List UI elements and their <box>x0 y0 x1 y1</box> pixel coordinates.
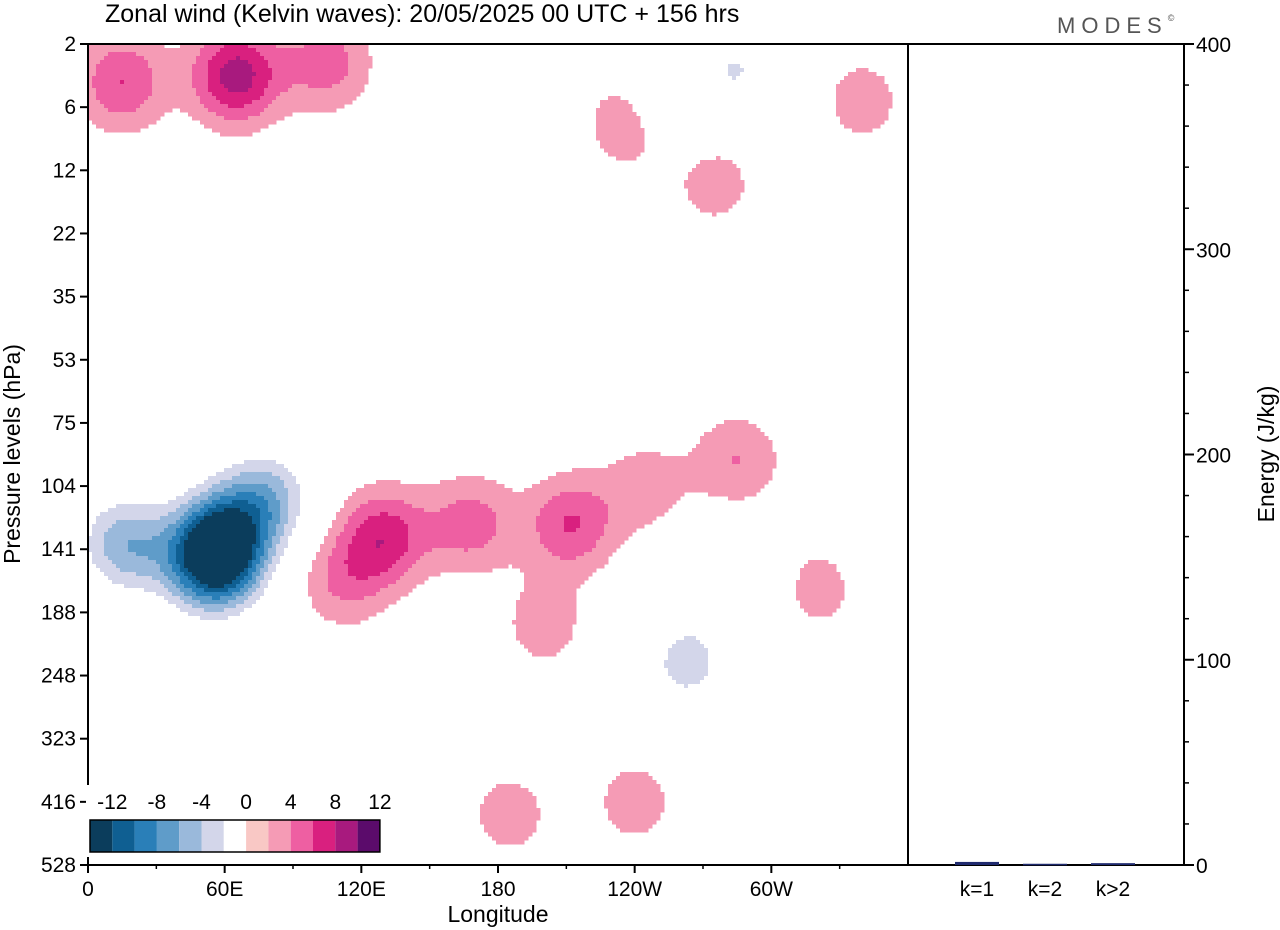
colorbar-label: 4 <box>285 791 297 814</box>
x-tick-label: 120W <box>607 878 662 901</box>
energy-bar-chart: k=1 k=2 k>2 <box>955 861 1135 901</box>
colorbar-swatch <box>313 820 336 852</box>
energy-category-label: k=1 <box>960 878 994 901</box>
y-tick-label: 104 <box>41 475 76 498</box>
colorbar-swatch <box>290 820 313 852</box>
heatmap-plot <box>88 44 908 845</box>
colorbar-swatch <box>201 820 224 852</box>
energy-axis: 0 100 200 300 400 <box>1184 34 1231 878</box>
y-tick-label: 2 <box>64 33 76 56</box>
colorbar-swatch <box>268 820 291 852</box>
energy-bar <box>1091 863 1135 865</box>
energy-axis-label: Energy (J/kg) <box>1253 386 1279 523</box>
x-tick-label: 0 <box>82 878 94 901</box>
pressure-axis: 2 6 12 22 35 53 75 104 141 188 248 323 416 528 <box>41 33 88 877</box>
colorbar-swatch <box>112 820 135 852</box>
energy-tick-label: 0 <box>1196 855 1208 878</box>
x-tick-label: 120E <box>337 878 386 901</box>
colorbar-legend: -12 -8 -4 0 4 8 12 <box>86 785 392 857</box>
colorbar-label: -8 <box>148 791 167 814</box>
y-tick-label: 35 <box>53 286 76 309</box>
energy-panel-frame <box>907 43 1185 866</box>
x-tick-label: 180 <box>480 878 515 901</box>
y-tick-label: 75 <box>53 412 76 435</box>
brand-logo: MODES© <box>1057 13 1175 38</box>
colorbar-swatch <box>357 820 380 852</box>
chart-title: Zonal wind (Kelvin waves): 20/05/2025 00… <box>105 0 739 28</box>
energy-tick-label: 100 <box>1196 650 1231 673</box>
colorbar-swatch <box>335 820 358 852</box>
y-tick-label: 12 <box>53 159 76 182</box>
y-tick-label: 6 <box>64 96 76 119</box>
y-tick-label: 22 <box>53 222 76 245</box>
y-tick-label: 323 <box>41 728 76 751</box>
y-tick-label: 528 <box>41 854 76 877</box>
energy-category-label: k>2 <box>1096 878 1130 901</box>
colorbar-swatch <box>179 820 202 852</box>
energy-tick-label: 200 <box>1196 445 1231 468</box>
colorbar-label: 12 <box>368 791 391 814</box>
colorbar-frame <box>89 819 381 853</box>
x-axis-label: Longitude <box>447 901 548 927</box>
colorbar-label: -12 <box>97 791 127 814</box>
heatmap-frame <box>87 43 909 866</box>
colorbar-label: -4 <box>192 791 211 814</box>
y-tick-label: 188 <box>41 601 76 624</box>
energy-bar <box>1023 863 1067 866</box>
longitude-axis: 0 60E 120E 180 120W 60W <box>82 865 841 901</box>
colorbar-swatch <box>90 820 113 852</box>
y-tick-label: 53 <box>53 349 76 372</box>
x-tick-label: 60E <box>206 878 243 901</box>
energy-bar <box>955 861 999 865</box>
x-tick-label: 60W <box>750 878 793 901</box>
energy-category-label: k=2 <box>1028 878 1062 901</box>
colorbar-swatch <box>134 820 157 852</box>
energy-tick-label: 300 <box>1196 239 1231 262</box>
colorbar-label: 0 <box>240 791 252 814</box>
colorbar-swatch <box>156 820 180 852</box>
y-tick-label: 141 <box>41 538 76 561</box>
y-axis-label: Pressure levels (hPa) <box>0 344 25 564</box>
colorbar-label: 8 <box>329 791 341 814</box>
colorbar-swatch <box>223 820 247 852</box>
colorbar-swatch <box>246 820 269 852</box>
y-tick-label: 416 <box>41 791 76 814</box>
energy-tick-label: 400 <box>1196 34 1231 57</box>
y-tick-label: 248 <box>41 665 76 688</box>
